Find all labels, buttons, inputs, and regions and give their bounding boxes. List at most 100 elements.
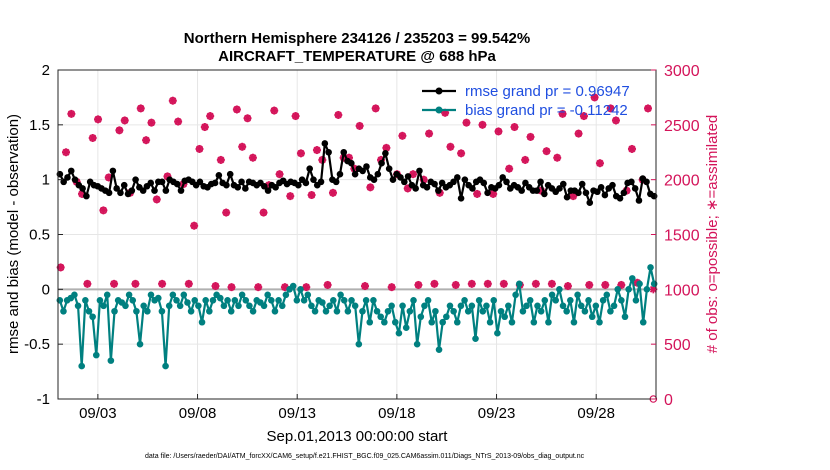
rmse-point [578,180,586,188]
bias-point [308,302,315,310]
bias-point [333,307,341,315]
bias-point [607,307,614,315]
bias-point [198,318,206,326]
bias-point [100,302,107,310]
rmse-point [389,176,397,183]
bias-point [534,302,541,310]
rmse-point [109,167,117,175]
obs-assimilated-point [222,208,231,217]
rmse-point [260,182,268,190]
bias-point [136,340,144,348]
rmse-point [242,185,249,192]
right-axis-label: # of obs: o=possible; ∗=assimilated [704,115,721,354]
bias-point [173,297,180,304]
bias-point [421,302,428,310]
obs-assimilated-point [542,147,551,156]
bias-point [505,302,512,310]
obs-assimilated-point [286,192,295,201]
bias-point [464,307,472,315]
obs-assimilated-point [238,142,247,151]
obs-assimilated-point [254,283,263,292]
x-tick-label: 09/23 [478,405,516,422]
bias-point [490,297,498,304]
rmse-point [541,190,548,198]
rmse-point [325,148,332,156]
rmse-point [295,181,302,189]
right-tick-label: 2000 [664,173,700,190]
bias-point [402,324,410,332]
bias-point [191,297,199,304]
left-axis: 2 1.5 1 0.5 0 -0.5 -1 [24,62,63,408]
rmse-point [378,159,385,167]
bias-point [184,299,191,306]
rmse-point [461,176,469,183]
rmse-point [503,178,510,186]
bias-point [592,302,600,310]
bias-point [359,307,366,315]
bias-point [618,297,625,304]
rmse-point [404,173,412,180]
obs-assimilated-point [110,279,119,288]
bias-point [103,291,111,299]
rmse-point [453,174,461,181]
bias-point [628,275,636,282]
grid [58,70,656,399]
obs-assimilated-point [142,136,151,145]
right-tick-label: 0 [664,392,673,409]
bias-point [475,297,483,304]
rmse-point [336,170,344,178]
obs-assimilated-point [131,279,140,288]
obs-assimilated-point [643,104,652,113]
rmse-point [264,187,272,194]
bias-point [82,297,89,304]
bias-point [479,307,487,315]
obs-assimilated-point [88,133,97,142]
left-tick-label: -1 [37,391,50,408]
rmse-point [223,181,230,189]
rmse-point [628,178,635,186]
bias-point [289,282,297,290]
rmse-point [340,148,348,156]
bias-point [588,313,596,321]
obs-assimilated-point [323,280,332,289]
obs-assimilated-point [585,280,594,289]
bias-point [508,318,516,326]
rmse-point [132,176,139,183]
series-layer [56,140,658,370]
rmse-point [495,181,503,189]
legend-rmse-marker [435,87,443,95]
right-tick-label: 3000 [664,63,700,80]
bias-point [322,307,330,315]
bias-point [413,340,421,348]
right-axis: 3000 2500 2000 1500 1000 500 0 [651,63,700,409]
bias-point [559,302,567,310]
bias-point [432,307,439,315]
obs-assimilated-point [425,129,434,138]
bias-point [264,291,271,299]
bias-point [632,297,640,304]
bias-point [366,318,374,326]
obs-assimilated-point [120,116,129,125]
left-tick-label: -0.5 [24,336,50,353]
bias-point [494,329,501,337]
bias-point [209,297,217,304]
obs-assimilated-point [478,120,487,129]
obs-assimilated-point [505,164,514,173]
bias-point [344,307,352,315]
obs-assimilated-point [430,279,439,288]
bias-point [395,329,403,337]
rmse-point [559,180,567,188]
rmse-point [234,184,242,191]
rmse-point [226,170,234,178]
rmse-point [83,192,90,200]
bias-point [439,318,446,326]
rmse-point [499,174,507,181]
rmse-point [162,187,170,194]
rmse-point [397,174,404,181]
obs-assimilated-point [99,206,108,215]
x-axis-label: Sep.01,2013 00:00:00 start [267,428,449,445]
rmse-point [238,178,245,186]
obs-assimilated-point [206,112,215,121]
rmse-point [431,180,438,188]
